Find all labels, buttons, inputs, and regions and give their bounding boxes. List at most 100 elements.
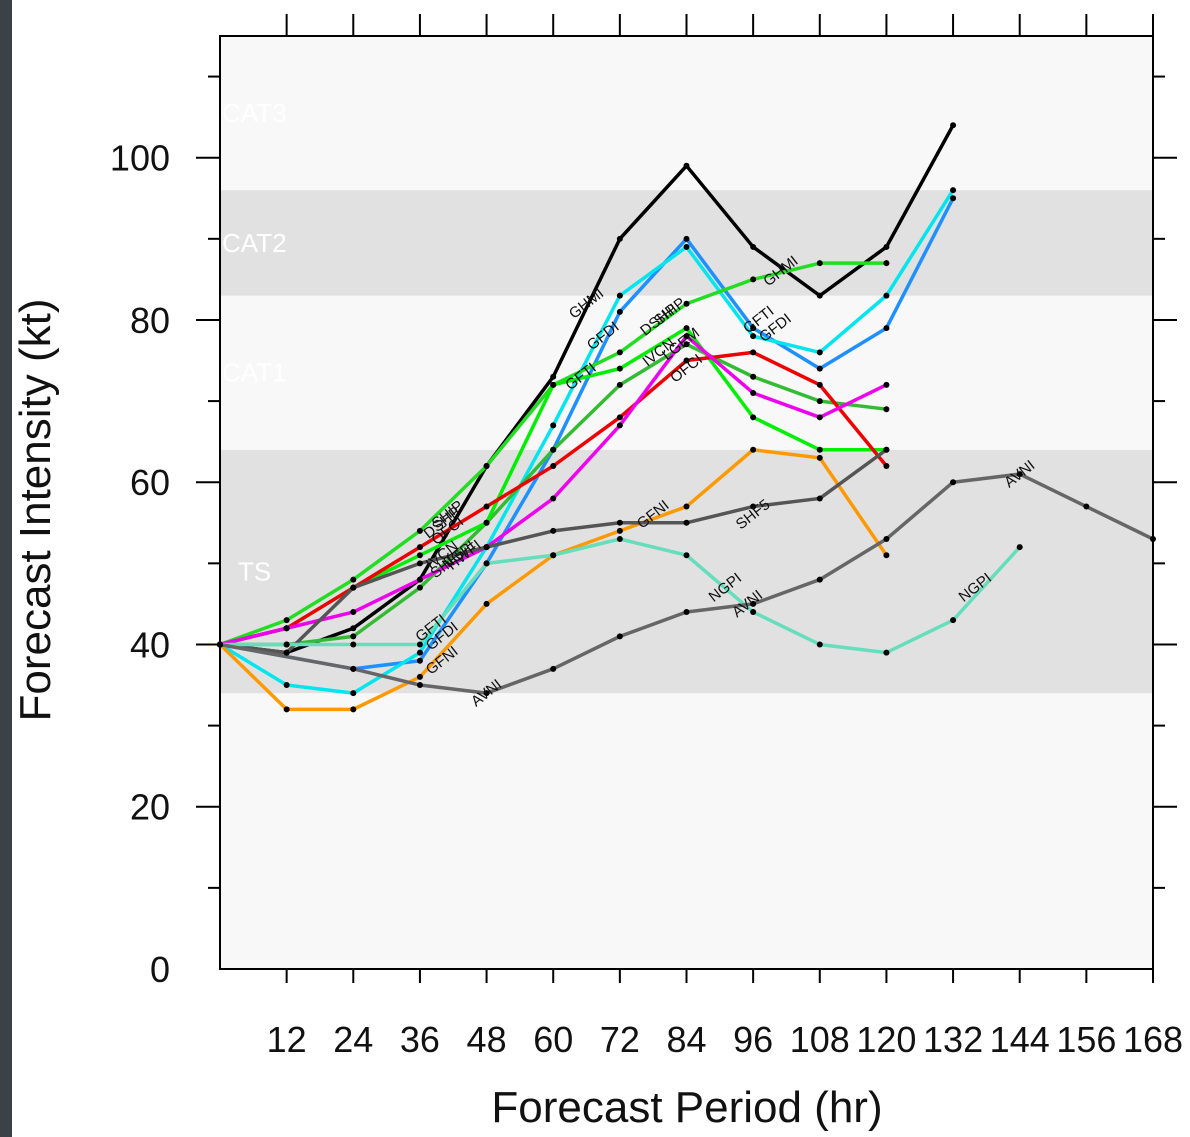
- x-tick-label: 108: [790, 1019, 850, 1060]
- data-point-dshp: [816, 260, 823, 267]
- data-point-hwfi: [816, 414, 823, 421]
- data-point-hwfi: [750, 389, 757, 396]
- data-point-ngpi: [416, 641, 423, 648]
- data-point-dshp: [350, 576, 357, 583]
- data-point-ofci: [483, 503, 490, 510]
- data-point-avni: [950, 479, 957, 486]
- data-point-gfni: [883, 552, 890, 559]
- data-point-avni: [350, 665, 357, 672]
- data-point-avni: [883, 536, 890, 543]
- band-label-cat2: CAT2: [222, 228, 287, 258]
- data-point-shf5: [683, 519, 690, 526]
- data-point-shf5: [283, 649, 290, 656]
- data-point-ngpi: [1016, 544, 1023, 551]
- data-point-avni: [750, 600, 757, 607]
- x-tick-label: 120: [856, 1019, 916, 1060]
- data-point-dshp: [683, 300, 690, 307]
- data-point-gfti: [683, 243, 690, 250]
- data-point-gfdi: [816, 365, 823, 372]
- data-point-ghmi: [350, 625, 357, 632]
- data-point-avni: [1083, 503, 1090, 510]
- x-tick-label: 72: [600, 1019, 640, 1060]
- data-point-avni: [483, 690, 490, 697]
- data-point-ivcn: [616, 365, 623, 372]
- x-tick-label: 96: [733, 1019, 773, 1060]
- data-point-ghmi: [750, 243, 757, 250]
- data-point-shf5: [883, 446, 890, 453]
- y-tick-label: 100: [110, 138, 170, 179]
- data-point-lgem: [416, 584, 423, 591]
- data-point-gfni: [483, 600, 490, 607]
- series-line-ghmi: [219, 124, 955, 655]
- data-point-ghmi: [550, 373, 557, 380]
- data-point-ghmi: [616, 235, 623, 242]
- data-point-gfti: [616, 292, 623, 299]
- data-point-ngpi: [950, 617, 957, 624]
- x-axis-title: Forecast Period (hr): [491, 1083, 882, 1132]
- x-tick-label: 84: [666, 1019, 706, 1060]
- data-point-gfti: [416, 649, 423, 656]
- data-point-ngpi: [483, 560, 490, 567]
- data-point-shf5: [750, 503, 757, 510]
- data-point-gfdi: [750, 325, 757, 332]
- y-axis-title: Forecast Intensity (kt): [11, 298, 60, 721]
- data-point-ngpi: [816, 641, 823, 648]
- data-point-ivcn: [550, 381, 557, 388]
- data-point-shf5: [550, 527, 557, 534]
- data-point-gfni: [416, 673, 423, 680]
- band-label-cat1: CAT1: [222, 358, 287, 388]
- data-point-avni: [416, 682, 423, 689]
- data-point-ofci: [550, 462, 557, 469]
- x-ticks: 12 24 36 48 60 72 84 96 108 120 132 144 156 168: [267, 14, 1183, 1060]
- x-tick-label: 60: [533, 1019, 573, 1060]
- data-point-gfti: [550, 422, 557, 429]
- data-point-lgem: [883, 406, 890, 413]
- data-point-lgem: [550, 446, 557, 453]
- data-point-gfti: [350, 690, 357, 697]
- data-point-dshp: [483, 462, 490, 469]
- data-point-avni: [683, 609, 690, 616]
- data-point-hwfi: [683, 333, 690, 340]
- y-tick-label: 0: [150, 949, 170, 990]
- data-point-ngpi: [616, 536, 623, 543]
- data-point-ivcn: [683, 325, 690, 332]
- data-point-ghmi: [883, 243, 890, 250]
- data-point-ivcn: [483, 519, 490, 526]
- x-tick-label: 36: [400, 1019, 440, 1060]
- data-point-hwfi: [883, 381, 890, 388]
- data-point-ngpi: [750, 609, 757, 616]
- data-point-hwfi: [283, 625, 290, 632]
- data-point-gfti: [283, 682, 290, 689]
- data-point-avni: [816, 576, 823, 583]
- band-label-ts: TS: [238, 556, 271, 586]
- data-point-ofci: [883, 462, 890, 469]
- data-point-hwfi: [350, 609, 357, 616]
- data-point-shf5: [350, 584, 357, 591]
- satellite-edge-strip: [0, 0, 12, 1137]
- data-point-gfni: [616, 527, 623, 534]
- data-point-gfdi: [616, 308, 623, 315]
- data-point-gfni: [683, 503, 690, 510]
- data-point-gfti: [883, 292, 890, 299]
- data-point-gfni: [283, 706, 290, 713]
- data-point-lgem: [683, 341, 690, 348]
- data-point-lgem: [616, 381, 623, 388]
- data-point-shf5: [416, 560, 423, 567]
- data-point-ivcn: [750, 414, 757, 421]
- data-point-ngpi: [683, 552, 690, 559]
- x-tick-label: 48: [467, 1019, 507, 1060]
- data-point-shf5: [616, 519, 623, 526]
- data-point-hwfi: [616, 422, 623, 429]
- plot-backgrounds: TS CAT1 CAT2 CAT3: [220, 36, 1153, 969]
- data-point-ivcn: [816, 446, 823, 453]
- data-point-hwfi: [550, 495, 557, 502]
- data-point-gfdi: [883, 325, 890, 332]
- x-tick-label: 156: [1056, 1019, 1116, 1060]
- data-point-avni: [1016, 471, 1023, 478]
- data-point-gfdi: [683, 235, 690, 242]
- data-point-gfti: [816, 349, 823, 356]
- data-point-ghmi: [683, 162, 690, 169]
- series-line-avni: [219, 472, 1154, 695]
- x-tick-label: 132: [923, 1019, 983, 1060]
- data-point-ghmi: [816, 292, 823, 299]
